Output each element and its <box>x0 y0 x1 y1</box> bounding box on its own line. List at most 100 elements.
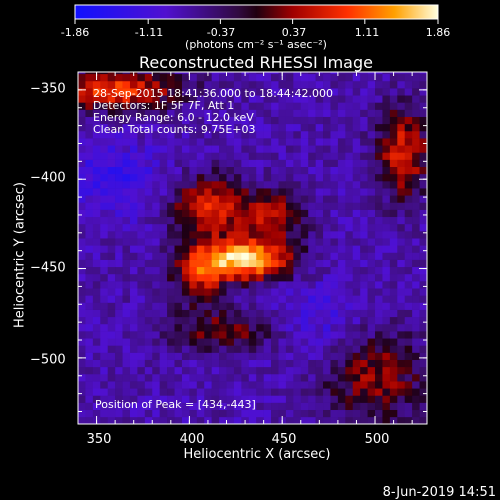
heatmap-cell <box>204 395 212 403</box>
heatmap-cell <box>159 109 168 117</box>
heatmap-cell <box>226 195 235 203</box>
heatmap-cell <box>278 352 287 360</box>
heatmap-cell <box>360 352 368 360</box>
heatmap-cell <box>226 238 235 246</box>
heatmap-cell <box>189 259 198 268</box>
heatmap-cell <box>419 252 427 260</box>
heatmap-cell <box>389 145 398 153</box>
heatmap-cell <box>308 202 316 210</box>
heatmap-cell <box>226 202 235 210</box>
heatmap-cell <box>345 359 354 368</box>
heatmap-cell <box>345 245 354 253</box>
heatmap-cell <box>330 273 339 282</box>
heatmap-cell <box>241 88 250 96</box>
heatmap-cell <box>226 123 235 132</box>
heatmap-cell <box>271 338 279 346</box>
heatmap-cell <box>152 373 160 382</box>
heatmap-cell <box>226 188 235 196</box>
detectors-annotation: Detectors: 1F 5F 7F, Att 1 <box>93 99 235 112</box>
heatmap-cell <box>211 173 220 182</box>
heatmap-cell <box>404 373 413 382</box>
heatmap-cell <box>159 245 168 253</box>
heatmap-cell <box>115 288 123 296</box>
heatmap-cell <box>204 402 212 411</box>
heatmap-cell <box>412 266 420 275</box>
heatmap-cell <box>92 188 101 196</box>
heatmap-cell <box>129 381 138 389</box>
heatmap-cell <box>219 88 227 96</box>
heatmap-cell <box>419 373 427 382</box>
heatmap-cell <box>219 145 227 153</box>
heatmap-cell <box>419 102 427 110</box>
heatmap-cell <box>404 359 413 368</box>
heatmap-cell <box>382 180 391 189</box>
heatmap-cell <box>167 388 175 396</box>
heatmap-cell <box>389 80 398 89</box>
heatmap-cell <box>129 231 138 239</box>
heatmap-cell <box>181 259 190 268</box>
heatmap-cell <box>181 309 190 318</box>
heatmap-cell <box>78 302 86 310</box>
heatmap-cell <box>219 309 227 318</box>
heatmap-cell <box>330 395 339 403</box>
heatmap-cell <box>100 288 109 296</box>
heatmap-cell <box>78 309 86 318</box>
heatmap-cell <box>248 416 257 424</box>
heatmap-cell <box>367 316 376 325</box>
heatmap-cell <box>419 145 427 153</box>
heatmap-cell <box>152 266 160 275</box>
time-range-annotation: 28-Sep-2015 18:41:36.000 to 18:44:42.000 <box>93 87 333 100</box>
heatmap-cell <box>263 145 272 153</box>
heatmap-cell <box>85 145 94 153</box>
heatmap-cell <box>100 123 109 132</box>
heatmap-cell <box>233 359 242 368</box>
heatmap-cell <box>419 231 427 239</box>
heatmap-cell <box>375 331 383 339</box>
heatmap-cell <box>323 359 331 368</box>
heatmap-cell <box>129 309 138 318</box>
heatmap-cell <box>233 281 242 289</box>
heatmap-cell <box>100 72 109 75</box>
heatmap-cell <box>122 152 131 160</box>
heatmap-cell <box>412 409 420 418</box>
heatmap-cell <box>241 338 250 346</box>
heatmap-cell <box>293 109 302 117</box>
heatmap-cell <box>285 216 294 225</box>
heatmap-cell <box>174 316 183 325</box>
heatmap-cell <box>78 323 86 332</box>
heatmap-cell <box>330 402 339 411</box>
heatmap-cell <box>293 73 302 82</box>
heatmap-cell <box>256 159 264 167</box>
heatmap-cell <box>308 395 316 403</box>
heatmap-cell <box>144 402 153 411</box>
heatmap-cell <box>345 138 354 146</box>
heatmap-cell <box>389 309 398 318</box>
heatmap-cell <box>382 409 391 418</box>
heatmap-cell <box>315 281 324 289</box>
heatmap-cell <box>181 123 190 132</box>
heatmap-cell <box>263 123 272 132</box>
heatmap-cell <box>144 152 153 160</box>
heatmap-cell <box>167 259 175 268</box>
heatmap-cell <box>174 366 183 375</box>
heatmap-cell <box>389 281 398 289</box>
heatmap-cell <box>293 302 302 310</box>
heatmap-cell <box>137 288 146 296</box>
heatmap-cell <box>315 95 324 103</box>
heatmap-cell <box>181 152 190 160</box>
heatmap-cell <box>122 95 131 103</box>
heatmap-cell <box>115 80 123 89</box>
heatmap-cell <box>256 259 264 268</box>
heatmap-cell <box>323 123 331 132</box>
heatmap-cell <box>219 345 227 353</box>
heatmap-cell <box>382 80 391 89</box>
heatmap-cell <box>137 102 146 110</box>
heatmap-cell <box>285 281 294 289</box>
heatmap-cell <box>137 159 146 167</box>
heatmap-cell <box>100 145 109 153</box>
heatmap-cell <box>375 209 383 218</box>
heatmap-cell <box>367 166 376 175</box>
heatmap-cell <box>271 123 279 132</box>
heatmap-cell <box>337 388 346 396</box>
heatmap-cell <box>285 416 294 424</box>
